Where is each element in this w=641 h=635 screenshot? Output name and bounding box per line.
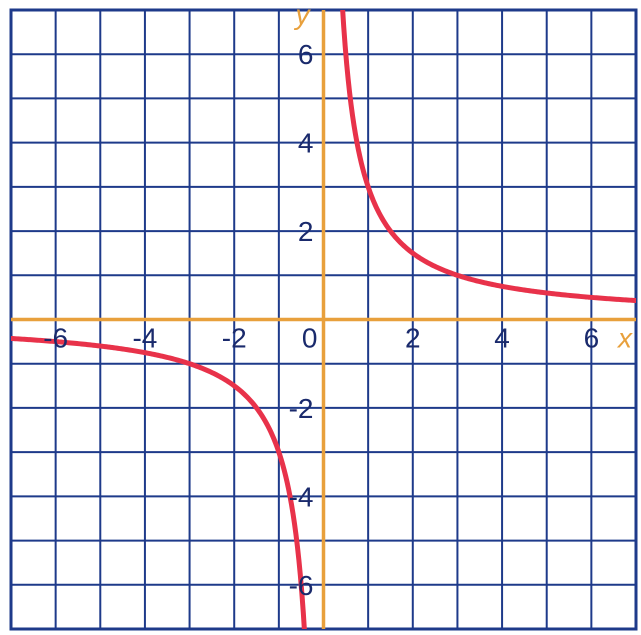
x-tick-label: 2 [405,323,421,354]
y-axis-label: y [294,0,312,30]
x-tick-label: -4 [132,323,157,354]
y-tick-label: -2 [289,393,314,424]
y-tick-label: -6 [289,570,314,601]
y-tick-label: -4 [289,481,314,512]
x-tick-label: 6 [584,323,600,354]
x-tick-label: -6 [43,323,68,354]
x-tick-label: 4 [494,323,510,354]
chart-container: -6 -4 -2 0 2 4 6 -6 -4 -2 2 4 6 y x [0,0,641,635]
y-tick-label: 4 [298,128,314,159]
x-tick-label: 0 [302,323,318,354]
y-tick-label: 2 [298,216,314,247]
y-tick-label: 6 [298,39,314,70]
x-axis-label: x [616,323,633,354]
x-tick-label: -2 [222,323,247,354]
reciprocal-chart: -6 -4 -2 0 2 4 6 -6 -4 -2 2 4 6 y x [0,0,641,635]
